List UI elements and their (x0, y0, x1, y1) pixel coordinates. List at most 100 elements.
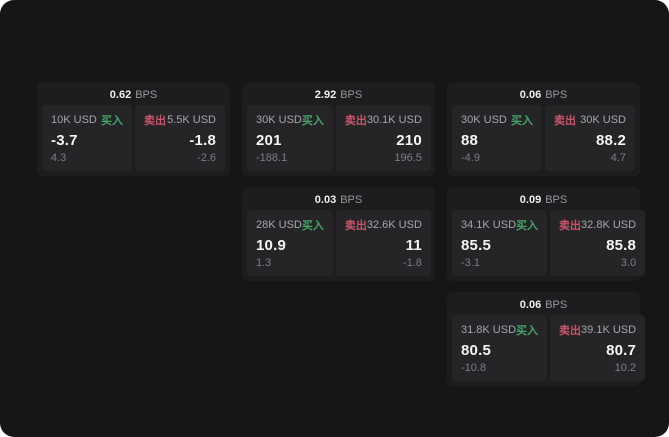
sell-badge: 卖出 (554, 115, 576, 127)
buy-price: 85.5 (461, 236, 491, 254)
sell-price: 11 (405, 236, 422, 254)
spread-value: 0.09 (519, 194, 542, 206)
sell-amount: 30K USD (580, 114, 626, 126)
spread-unit-label: BPS (545, 89, 568, 101)
sell-badge: 卖出 (144, 115, 166, 127)
buy-amount: 34.1K USD (461, 219, 517, 231)
spread-value: 0.06 (519, 89, 542, 101)
buy-tile-top: 34.1K USD 买入 (461, 217, 538, 233)
spread-header: 2.92 BPS (247, 85, 430, 105)
sell-amount: 32.6K USD (366, 219, 422, 231)
sell-tile-top: 卖出 32.8K USD (559, 217, 636, 233)
sell-amount: 5.5K USD (167, 114, 216, 126)
buy-badge: 买入 (516, 220, 539, 232)
spread-unit-label: BPS (545, 194, 568, 206)
sell-sub-value: -1.8 (402, 257, 422, 269)
buy-amount: 31.8K USD (461, 324, 517, 336)
sell-tile-top: 卖出 39.1K USD (559, 322, 636, 338)
spread-header: 0.09 BPS (452, 190, 635, 210)
buy-tile[interactable]: 28K USD 买入 10.9 1.3 (247, 210, 333, 276)
buy-sub-value: 4.3 (51, 152, 67, 164)
quote-panels: 34.1K USD 买入 85.5 -3.1 卖出 32.8K USD 85.8… (452, 210, 646, 276)
buy-amount: 28K USD (256, 219, 302, 231)
buy-amount: 30K USD (256, 114, 302, 126)
spread-header: 0.03 BPS (247, 190, 430, 210)
buy-sub-value: -10.8 (461, 362, 487, 374)
buy-tile[interactable]: 30K USD 买入 201 -188.1 (247, 105, 333, 171)
buy-price: 201 (256, 131, 282, 149)
sell-tile-top: 卖出 30K USD (554, 112, 626, 128)
sell-price: 88.2 (596, 131, 626, 149)
quote-panels: 31.8K USD 买入 80.5 -10.8 卖出 39.1K USD 80.… (452, 315, 646, 381)
sell-tile[interactable]: 卖出 32.8K USD 85.8 3.0 (550, 210, 646, 276)
sell-tile-top: 卖出 30.1K USD (345, 112, 422, 128)
quote-card: 2.92 BPS 30K USD 买入 201 -188.1 卖出 30.1K … (242, 82, 435, 176)
buy-amount: 10K USD (51, 114, 97, 126)
buy-sub-value: 1.3 (256, 257, 272, 269)
sell-sub-value: 10.2 (614, 362, 637, 374)
sell-tile-top: 卖出 5.5K USD (144, 112, 216, 128)
sell-tile[interactable]: 卖出 5.5K USD -1.8 -2.6 (135, 105, 225, 171)
buy-tile[interactable]: 30K USD 买入 88 -4.9 (452, 105, 542, 171)
sell-sub-value: 4.7 (610, 152, 626, 164)
spread-value: 0.62 (109, 89, 132, 101)
spread-value: 0.03 (314, 194, 337, 206)
sell-price: 210 (396, 131, 422, 149)
quote-card: 0.06 BPS 31.8K USD 买入 80.5 -10.8 卖出 39.1… (447, 292, 646, 386)
buy-price: -3.7 (51, 131, 78, 149)
quote-panels: 30K USD 买入 88 -4.9 卖出 30K USD 88.2 4.7 (452, 105, 635, 171)
sell-amount: 30.1K USD (366, 114, 422, 126)
sell-tile[interactable]: 卖出 30.1K USD 210 196.5 (335, 105, 431, 171)
buy-amount: 30K USD (461, 114, 507, 126)
buy-tile[interactable]: 10K USD 买入 -3.7 4.3 (42, 105, 132, 171)
sell-tile-top: 卖出 32.6K USD (345, 217, 422, 233)
quote-panels: 30K USD 买入 201 -188.1 卖出 30.1K USD 210 1… (247, 105, 431, 171)
sell-tile[interactable]: 卖出 32.6K USD 11 -1.8 (335, 210, 431, 276)
spread-unit-label: BPS (135, 89, 158, 101)
spread-value: 2.92 (314, 89, 337, 101)
buy-badge: 买入 (516, 325, 539, 337)
sell-amount: 39.1K USD (581, 324, 637, 336)
spread-header: 0.06 BPS (452, 295, 635, 315)
sell-sub-value: 196.5 (394, 152, 422, 164)
buy-sub-value: -3.1 (461, 257, 480, 269)
sell-amount: 32.8K USD (581, 219, 637, 231)
sell-sub-value: -2.6 (197, 152, 216, 164)
buy-tile[interactable]: 34.1K USD 买入 85.5 -3.1 (452, 210, 548, 276)
buy-tile-top: 10K USD 买入 (51, 112, 123, 128)
sell-tile[interactable]: 卖出 30K USD 88.2 4.7 (545, 105, 635, 171)
spread-value: 0.06 (519, 299, 542, 311)
buy-price: 10.9 (256, 236, 286, 254)
buy-tile-top: 28K USD 买入 (256, 217, 324, 233)
sell-badge: 卖出 (344, 115, 367, 127)
quote-card: 0.06 BPS 30K USD 买入 88 -4.9 卖出 30K USD (447, 82, 640, 176)
buy-tile[interactable]: 31.8K USD 买入 80.5 -10.8 (452, 315, 548, 381)
quote-card: 0.03 BPS 28K USD 买入 10.9 1.3 卖出 32.6K US… (242, 187, 435, 281)
buy-sub-value: -188.1 (256, 152, 288, 164)
sell-badge: 卖出 (559, 220, 582, 232)
buy-badge: 买入 (301, 220, 324, 232)
buy-tile-top: 30K USD 买入 (256, 112, 324, 128)
buy-price: 88 (461, 131, 479, 149)
quote-panels: 10K USD 买入 -3.7 4.3 卖出 5.5K USD -1.8 -2.… (42, 105, 225, 171)
quote-card: 0.09 BPS 34.1K USD 买入 85.5 -3.1 卖出 32.8K… (447, 187, 646, 281)
buy-badge: 买入 (301, 115, 324, 127)
sell-badge: 卖出 (344, 220, 367, 232)
sell-tile[interactable]: 卖出 39.1K USD 80.7 10.2 (550, 315, 646, 381)
sell-sub-value: 3.0 (620, 257, 637, 269)
spread-unit-label: BPS (340, 194, 363, 206)
spread-header: 0.06 BPS (452, 85, 635, 105)
buy-tile-top: 31.8K USD 买入 (461, 322, 538, 338)
spread-unit-label: BPS (340, 89, 363, 101)
spread-unit-label: BPS (545, 299, 568, 311)
quote-panels: 28K USD 买入 10.9 1.3 卖出 32.6K USD 11 -1.8 (247, 210, 431, 276)
buy-badge: 买入 (101, 115, 123, 127)
spread-header: 0.62 BPS (42, 85, 225, 105)
sell-price: 85.8 (606, 236, 637, 254)
buy-price: 80.5 (461, 341, 491, 359)
quote-cards-grid: 0.62 BPS 10K USD 买入 -3.7 4.3 卖出 5.5K USD (37, 82, 646, 386)
quote-card: 0.62 BPS 10K USD 买入 -3.7 4.3 卖出 5.5K USD (37, 82, 230, 176)
buy-badge: 买入 (511, 115, 533, 127)
buy-tile-top: 30K USD 买入 (461, 112, 533, 128)
